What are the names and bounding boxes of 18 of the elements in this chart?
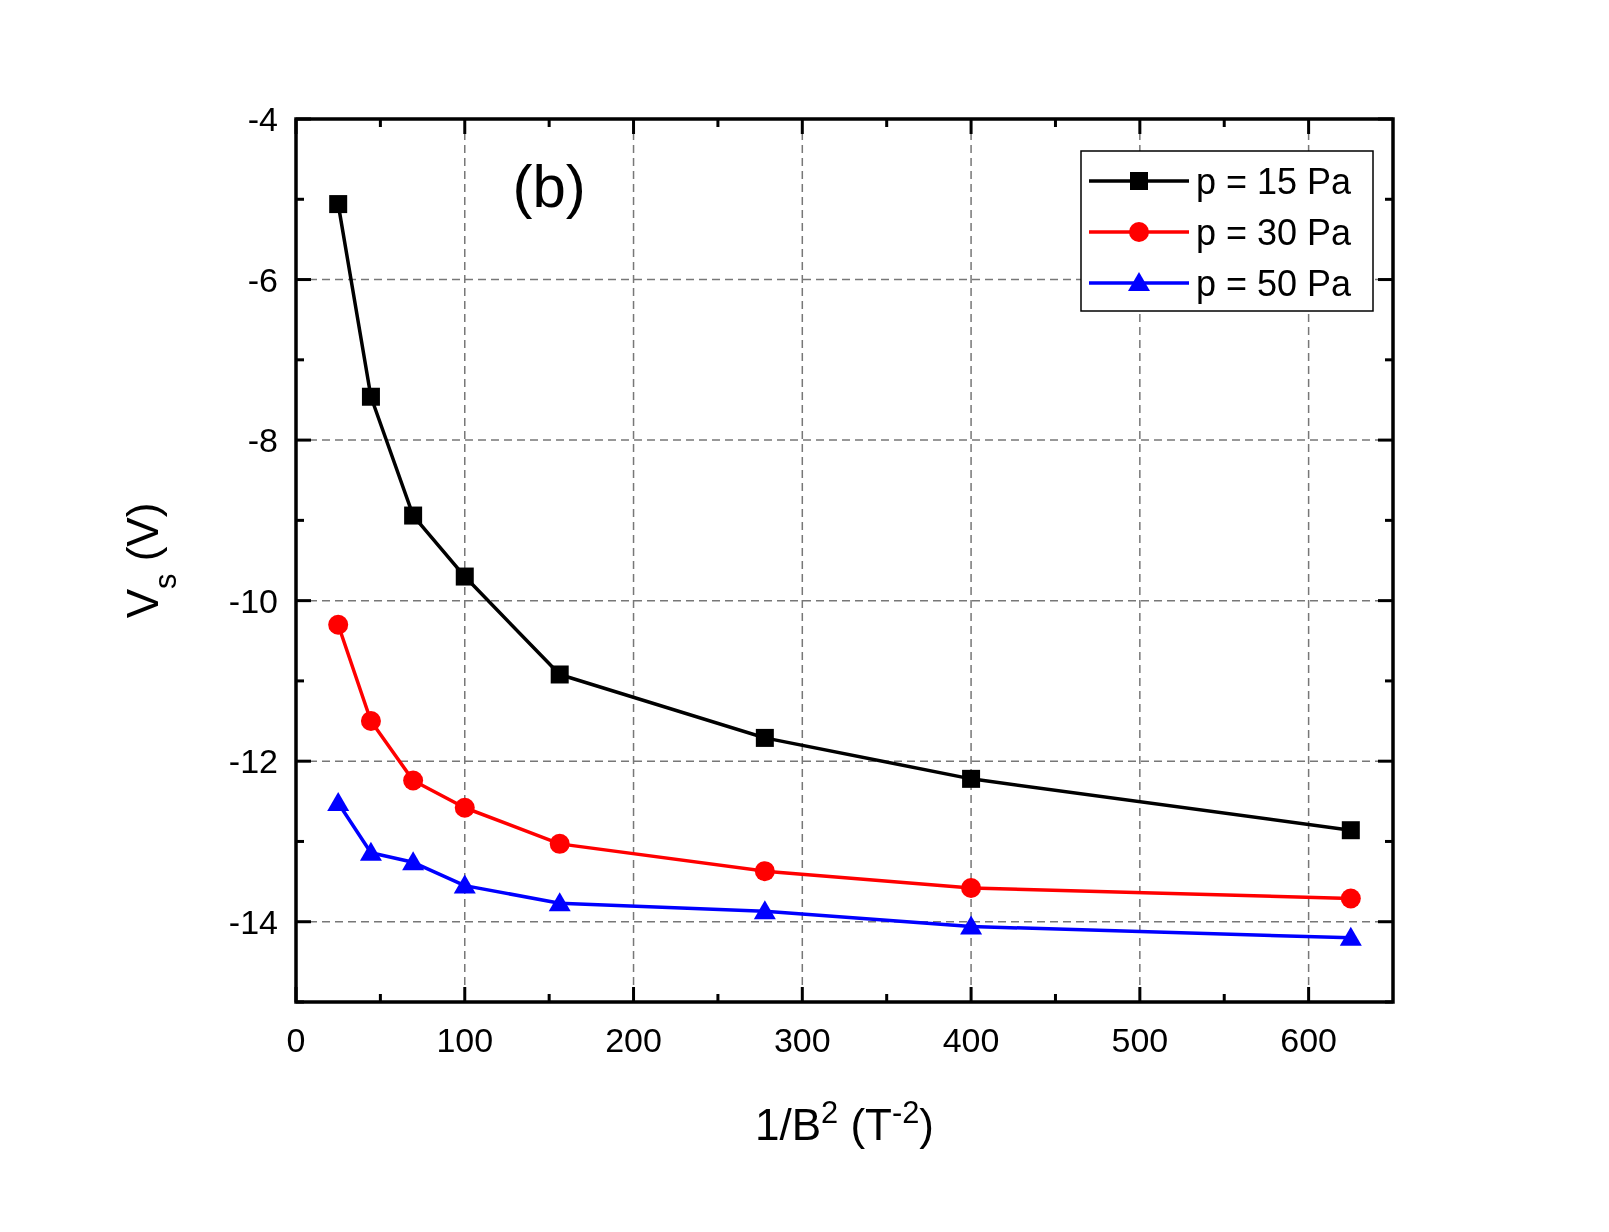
x-tick-label: 500 xyxy=(1111,1021,1169,1059)
x-tick-label: 100 xyxy=(436,1021,494,1059)
y-tick-label: -14 xyxy=(228,902,278,941)
annotation: (b) xyxy=(512,153,586,221)
y-tick-label: -6 xyxy=(247,260,278,299)
x-tick-label: 600 xyxy=(1280,1021,1337,1059)
x-axis-title: 1/B$^{2}$ (T$^{-2}$) xyxy=(755,1094,934,1149)
legend-label: p = 30 Pa xyxy=(1196,212,1353,253)
y-tick-label: -8 xyxy=(247,421,278,460)
legend-label: p = 15 Pa xyxy=(1196,161,1353,202)
x-tick-label: 400 xyxy=(942,1021,1000,1059)
y-tick-label: -12 xyxy=(228,742,278,781)
y-tick-label: -10 xyxy=(228,581,278,620)
y-tick-label: -4 xyxy=(247,100,278,138)
x-tick-label: 0 xyxy=(286,1021,306,1059)
legend-label: p = 50 Pa xyxy=(1196,263,1353,304)
x-tick-label: 300 xyxy=(773,1021,831,1059)
x-tick-label: 200 xyxy=(605,1021,662,1059)
